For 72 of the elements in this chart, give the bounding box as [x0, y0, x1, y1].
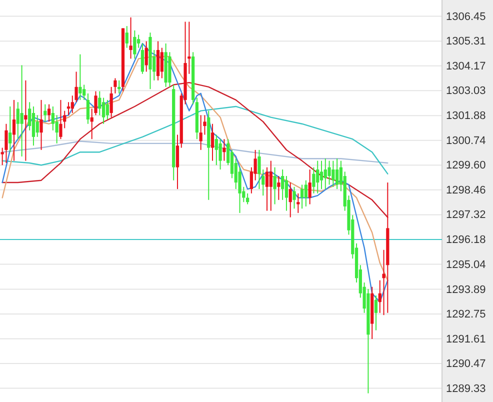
candlestick	[324, 158, 327, 190]
candlestick	[320, 160, 324, 190]
candlestick	[316, 160, 320, 194]
candlestick	[47, 104, 51, 122]
candlestick	[296, 192, 300, 214]
candlestick	[102, 97, 106, 124]
y-tick-label: 1298.46	[446, 184, 486, 196]
candlestick	[300, 184, 304, 210]
y-tick-label: 1303.03	[446, 85, 486, 98]
y-tick-label: 1299.60	[446, 160, 486, 172]
candlestick	[8, 106, 12, 153]
candlestick	[24, 80, 28, 162]
candlestick	[82, 84, 86, 100]
candlestick	[86, 92, 90, 124]
y-tick-label: 1291.61	[446, 333, 486, 346]
y-tick-label: 1292.75	[446, 308, 486, 321]
candlestick	[106, 99, 109, 120]
candlestick	[114, 78, 117, 94]
candlestick	[308, 168, 312, 205]
candlestick	[328, 160, 331, 186]
candlestick	[304, 180, 308, 207]
candlestick	[277, 176, 280, 200]
candlestick	[36, 114, 39, 138]
y-tick-label: 1289.33	[446, 382, 486, 395]
candlestick	[51, 106, 54, 131]
candlestick	[133, 30, 136, 60]
candlestick	[269, 160, 272, 212]
candlestick	[374, 295, 378, 331]
candlestick	[98, 90, 102, 116]
line-series	[2, 140, 388, 164]
candlestick	[284, 176, 288, 212]
candlestick	[55, 114, 58, 144]
candlestick	[40, 99, 43, 150]
line-series	[2, 106, 388, 174]
candlestick	[125, 26, 128, 48]
y-tick-label: 1297.32	[446, 209, 486, 222]
y-tick-label: 1293.89	[446, 284, 486, 296]
candlestick	[265, 166, 269, 212]
y-tick-label: 1300.74	[446, 134, 486, 147]
candlestick	[59, 99, 62, 140]
candlestick	[378, 280, 382, 314]
candlestick	[218, 138, 222, 170]
y-tick-label: 1290.47	[446, 358, 486, 370]
candlestick	[288, 182, 292, 218]
candlestick	[20, 64, 24, 157]
y-tick-label: 1304.17	[446, 60, 486, 72]
line-series	[2, 82, 388, 218]
candlestick	[32, 106, 36, 146]
candlestick	[292, 186, 296, 210]
y-tick-label: 1301.88	[446, 110, 486, 122]
candlestick	[199, 114, 202, 150]
candlestick	[160, 47, 164, 79]
candlestick	[176, 134, 180, 190]
candlestick	[16, 102, 20, 140]
candlestick	[332, 160, 335, 188]
candlestick	[140, 42, 144, 74]
candlestick	[4, 123, 8, 164]
y-tick-label: 1306.45	[446, 10, 486, 23]
candlestick	[336, 158, 339, 190]
candlestick	[246, 192, 250, 205]
y-tick-label: 1296.18	[446, 234, 486, 246]
y-tick-label: 1295.04	[446, 258, 486, 271]
candlestick	[78, 54, 82, 100]
candlestick	[210, 123, 214, 162]
candlestick	[12, 99, 16, 162]
y-tick-label: 1305.31	[446, 36, 486, 48]
candlestick	[281, 168, 284, 200]
candlestick	[214, 134, 218, 166]
candlestick	[273, 166, 276, 205]
candlestick	[144, 40, 148, 72]
candlestick	[110, 86, 113, 118]
candlestick	[129, 16, 132, 60]
